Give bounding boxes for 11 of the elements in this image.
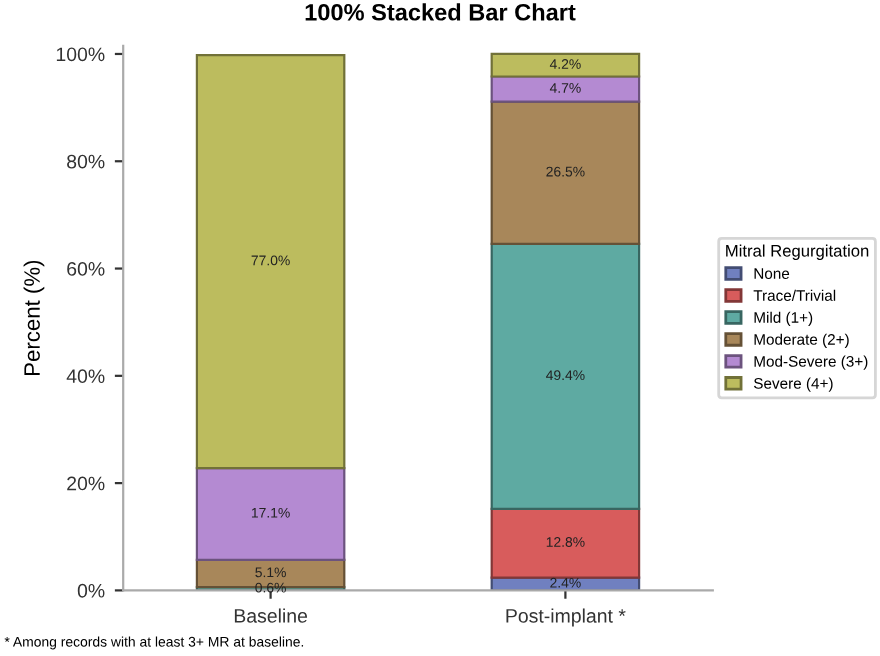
y-tick-label: 80% (67, 154, 105, 169)
chart-title: 100% Stacked Bar Chart (305, 3, 576, 21)
y-tick-label: 60% (67, 262, 105, 276)
y-tick-label: 40% (66, 369, 105, 384)
x-tick-label: Baseline (234, 608, 308, 623)
legend-title: Mitral Regurgitation (726, 244, 869, 261)
y-tick-label: 20% (67, 476, 105, 491)
x-tick-label: Post-implant * (506, 608, 626, 627)
y-tick-label: 100% (56, 47, 105, 62)
y-axis-title: Percent (%) (23, 260, 45, 375)
y-tick-label: 0% (77, 583, 105, 598)
